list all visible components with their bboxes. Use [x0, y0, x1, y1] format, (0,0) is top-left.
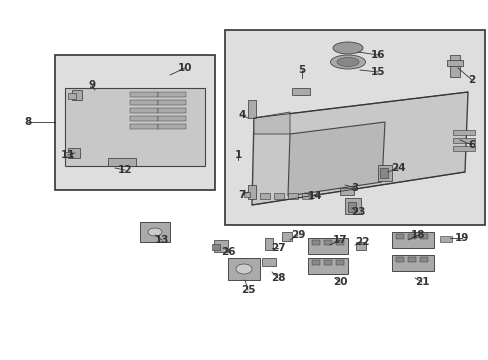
- Bar: [311, 260, 319, 265]
- Bar: [214, 240, 227, 252]
- Bar: [379, 168, 387, 178]
- Bar: [324, 240, 331, 245]
- Text: 27: 27: [270, 243, 285, 253]
- Text: 17: 17: [332, 235, 346, 245]
- Bar: [260, 193, 269, 199]
- Bar: [324, 260, 331, 265]
- Text: 18: 18: [410, 230, 425, 240]
- Bar: [108, 158, 136, 166]
- Bar: [391, 255, 433, 271]
- Text: 22: 22: [354, 237, 368, 247]
- Text: 19: 19: [454, 233, 468, 243]
- Bar: [64, 152, 72, 157]
- Bar: [449, 55, 459, 77]
- Text: 16: 16: [370, 50, 385, 60]
- Text: 11: 11: [61, 150, 75, 160]
- Bar: [419, 234, 427, 239]
- Bar: [282, 232, 291, 241]
- Text: 10: 10: [177, 63, 192, 73]
- Text: 1: 1: [234, 150, 241, 160]
- Text: 20: 20: [332, 277, 346, 287]
- Bar: [355, 242, 365, 250]
- Bar: [395, 234, 403, 239]
- Bar: [72, 90, 82, 100]
- Text: 13: 13: [154, 235, 169, 245]
- Bar: [345, 198, 360, 214]
- Bar: [247, 185, 256, 199]
- Text: 8: 8: [24, 117, 32, 127]
- Bar: [224, 30, 484, 225]
- Bar: [377, 165, 391, 181]
- Bar: [347, 202, 355, 212]
- Bar: [395, 257, 403, 262]
- Bar: [302, 193, 311, 199]
- Bar: [68, 148, 80, 158]
- Text: 15: 15: [370, 67, 385, 77]
- Text: 9: 9: [88, 80, 95, 90]
- Bar: [130, 116, 158, 121]
- Bar: [158, 124, 185, 129]
- Text: 24: 24: [390, 163, 405, 173]
- Bar: [130, 92, 158, 97]
- Ellipse shape: [332, 42, 362, 54]
- Bar: [291, 88, 309, 95]
- Bar: [311, 240, 319, 245]
- Bar: [446, 60, 462, 66]
- Ellipse shape: [336, 58, 358, 67]
- Text: 2: 2: [468, 75, 475, 85]
- Bar: [335, 260, 343, 265]
- Ellipse shape: [236, 264, 251, 274]
- Polygon shape: [251, 92, 467, 205]
- Text: 21: 21: [414, 277, 428, 287]
- Bar: [130, 124, 158, 129]
- Bar: [158, 100, 185, 105]
- Text: 29: 29: [290, 230, 305, 240]
- Bar: [227, 258, 260, 280]
- Bar: [287, 193, 297, 199]
- Text: 7: 7: [238, 190, 245, 200]
- Polygon shape: [253, 112, 289, 134]
- Ellipse shape: [148, 228, 162, 236]
- Bar: [407, 257, 415, 262]
- Bar: [158, 108, 185, 113]
- Bar: [391, 232, 433, 248]
- Text: 26: 26: [220, 247, 235, 257]
- Text: 4: 4: [238, 110, 245, 120]
- Polygon shape: [287, 122, 384, 196]
- Bar: [68, 93, 76, 99]
- Text: 28: 28: [270, 273, 285, 283]
- Text: 12: 12: [118, 165, 132, 175]
- Bar: [419, 257, 427, 262]
- Bar: [452, 138, 474, 143]
- Bar: [244, 192, 249, 197]
- Text: 6: 6: [468, 140, 475, 150]
- Text: 25: 25: [240, 285, 255, 295]
- Bar: [130, 100, 158, 105]
- Bar: [307, 258, 347, 274]
- Bar: [452, 146, 474, 151]
- Bar: [130, 108, 158, 113]
- Bar: [339, 188, 353, 195]
- Bar: [439, 236, 451, 242]
- Bar: [212, 244, 220, 250]
- Bar: [264, 238, 272, 250]
- Bar: [262, 258, 275, 266]
- Bar: [247, 100, 256, 118]
- Text: 5: 5: [298, 65, 305, 75]
- Bar: [158, 116, 185, 121]
- Text: 3: 3: [351, 183, 358, 193]
- Bar: [452, 130, 474, 135]
- Bar: [307, 238, 347, 254]
- Bar: [158, 92, 185, 97]
- Bar: [407, 234, 415, 239]
- Bar: [65, 88, 204, 166]
- Text: 23: 23: [350, 207, 365, 217]
- Text: 14: 14: [307, 191, 322, 201]
- Bar: [55, 55, 215, 190]
- Bar: [140, 222, 170, 242]
- Bar: [273, 193, 284, 199]
- Bar: [335, 240, 343, 245]
- Ellipse shape: [330, 55, 365, 69]
